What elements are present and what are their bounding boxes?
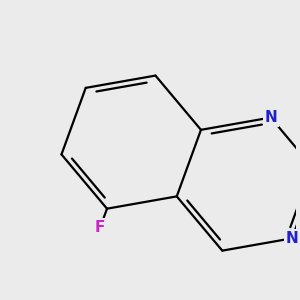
Text: N: N [286,231,298,246]
Text: N: N [264,110,277,125]
Text: F: F [95,220,106,235]
